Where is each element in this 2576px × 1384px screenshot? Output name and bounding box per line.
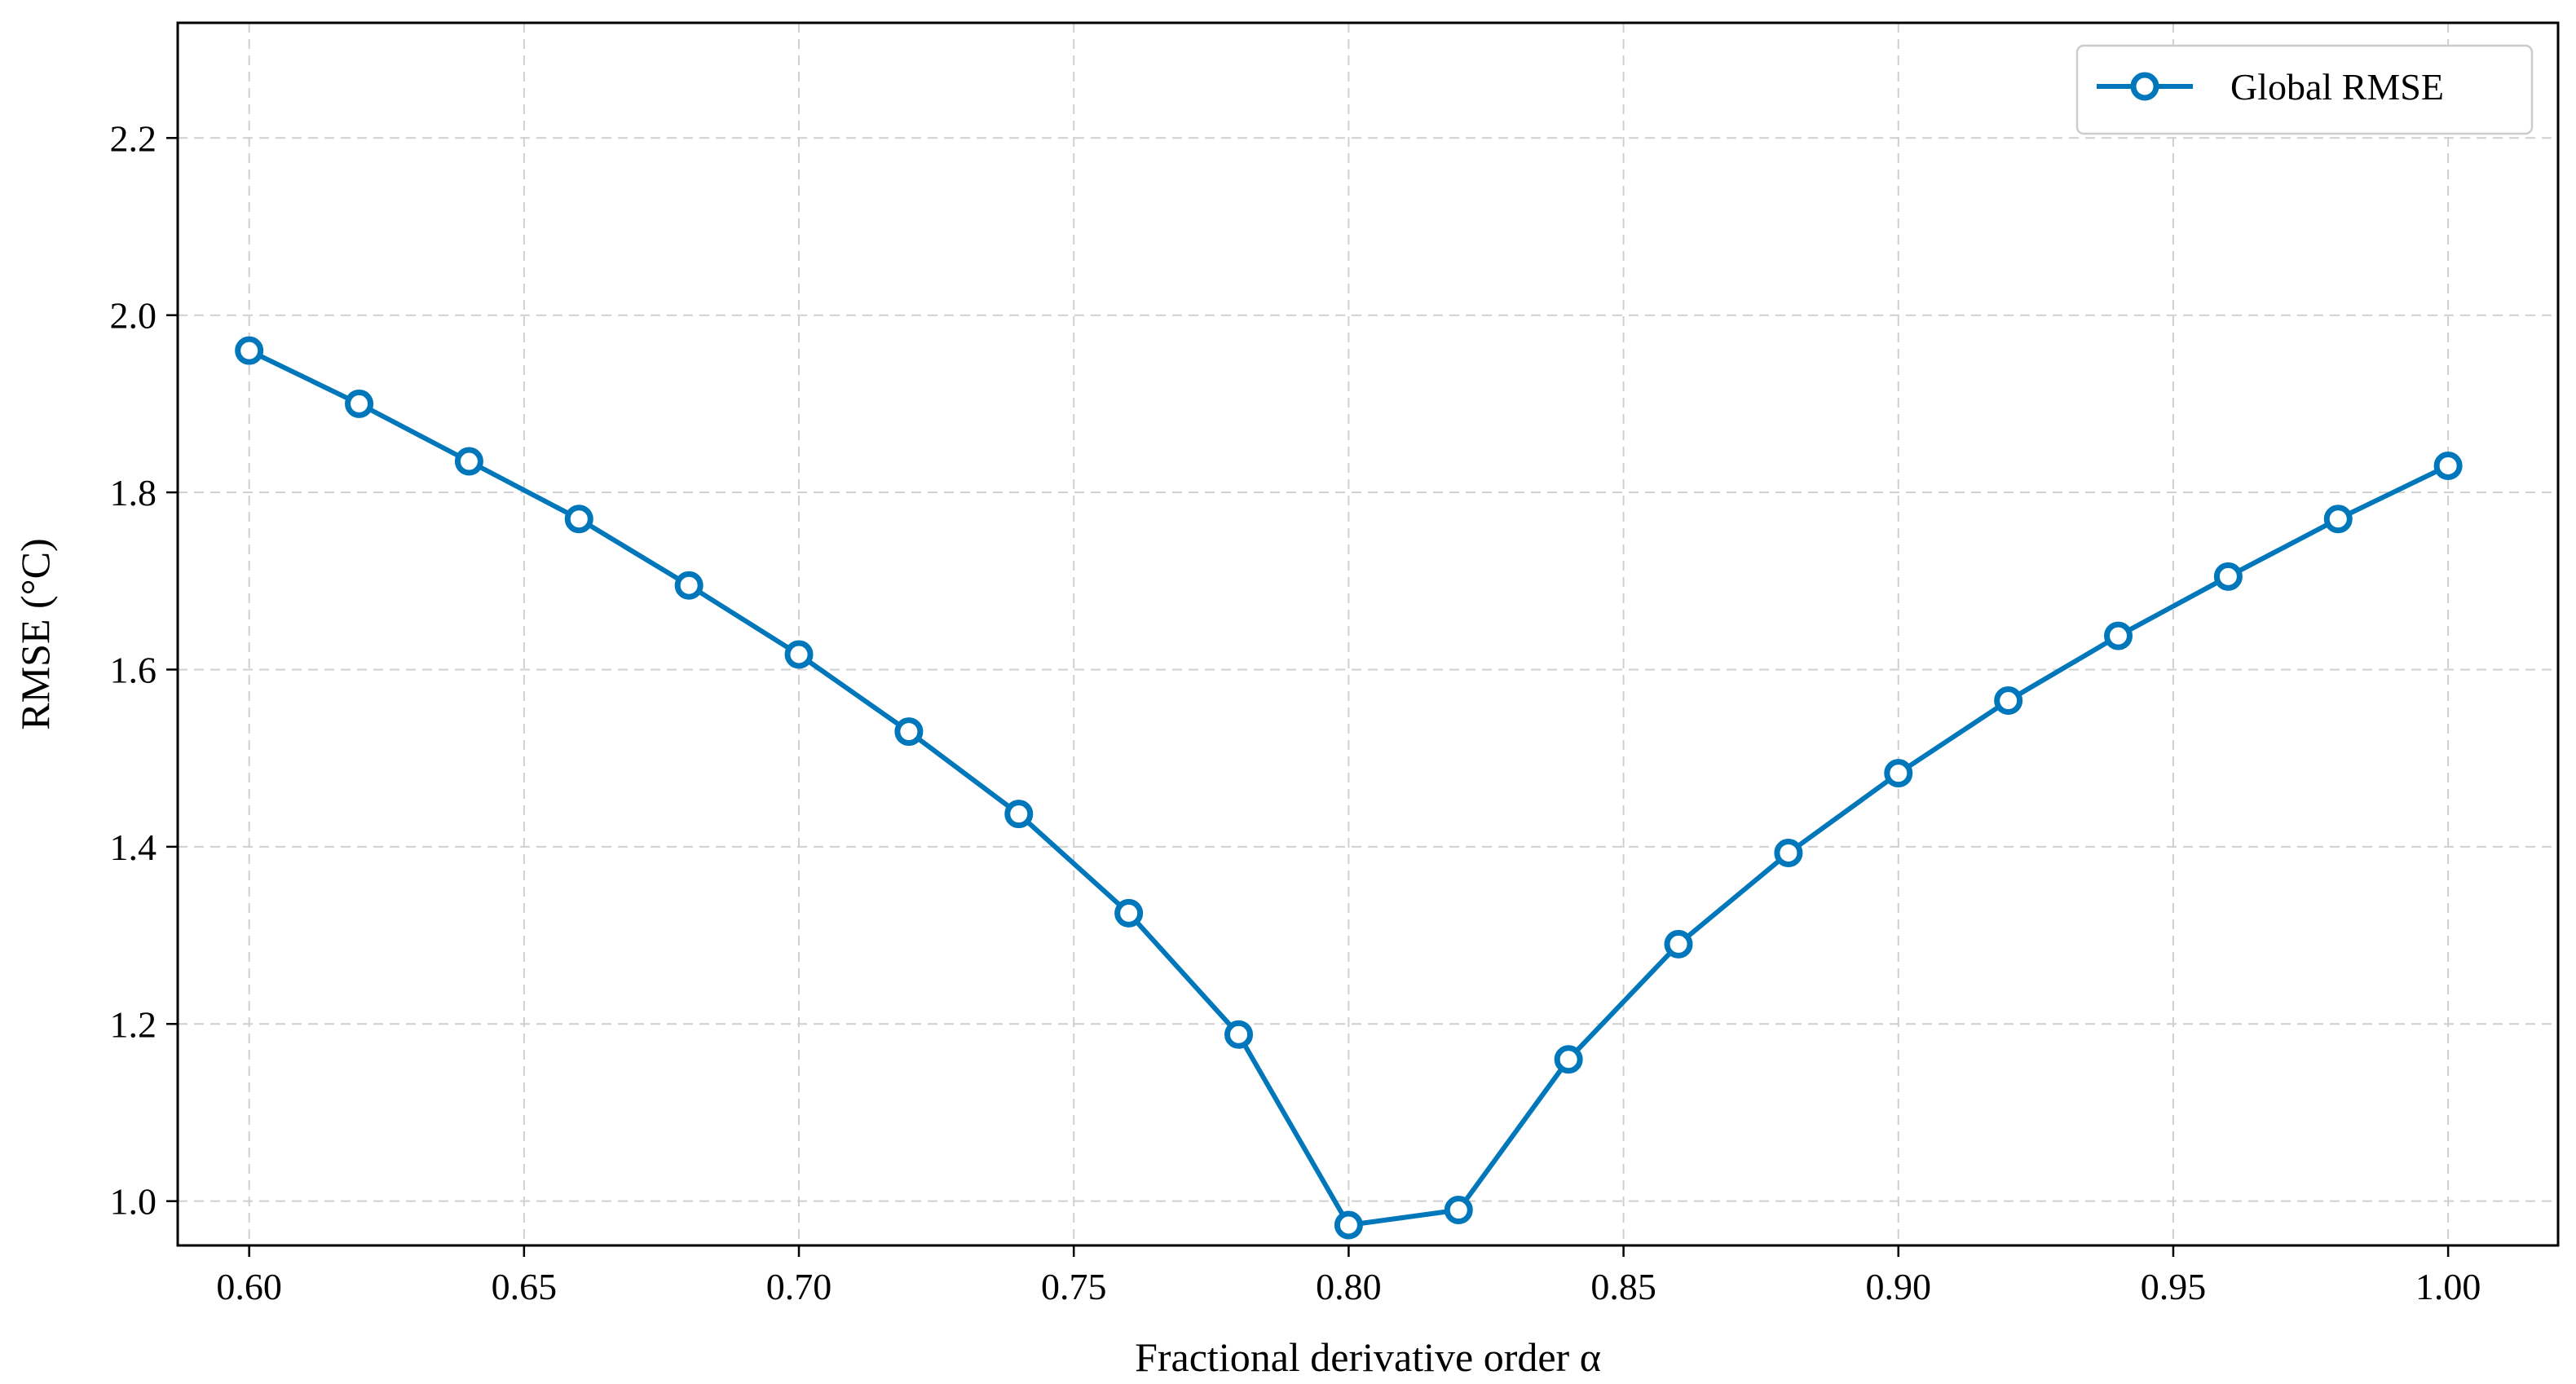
y-tick-label: 1.2	[110, 1003, 157, 1045]
y-axis-label: RMSE (°C)	[12, 538, 58, 729]
data-point	[1334, 1210, 1363, 1240]
legend: Global RMSE	[2075, 44, 2534, 135]
y-tick-label: 1.8	[110, 472, 157, 513]
data-point	[2433, 451, 2463, 480]
data-point	[1114, 898, 1144, 928]
x-tick-label: 0.65	[492, 1266, 558, 1307]
legend-entry-global-rmse: Global RMSE	[2230, 66, 2444, 108]
data-point	[1774, 838, 1803, 867]
data-point	[1664, 929, 1693, 959]
x-tick-label: 0.60	[216, 1266, 282, 1307]
legend-marker-swatch	[2130, 72, 2159, 101]
data-point	[2104, 621, 2133, 650]
data-point	[1554, 1045, 1583, 1074]
x-axis-label: Fractional derivative order α	[1135, 1334, 1601, 1380]
data-point	[1994, 686, 2023, 716]
data-point	[784, 640, 814, 669]
y-tick-label: 1.6	[110, 649, 157, 690]
x-tick-label: 1.00	[2415, 1266, 2481, 1307]
data-point	[1444, 1196, 1473, 1225]
data-point	[894, 717, 924, 747]
plot-frame	[176, 21, 2560, 1247]
data-point	[1884, 759, 1913, 788]
x-tick-label: 0.90	[1866, 1266, 1932, 1307]
ticks-layer: 0.60 0.65 0.70 0.75 0.80 0.85 0.90 0.95 1.00 1.0 1…	[110, 117, 2481, 1307]
data-point	[564, 505, 593, 534]
data-point	[1224, 1020, 1254, 1049]
y-tick-label: 2.0	[110, 295, 157, 337]
data-point	[1004, 800, 1034, 829]
data-point	[2323, 505, 2353, 534]
data-point	[454, 447, 483, 476]
grid-layer	[178, 23, 2558, 1245]
x-tick-label: 0.75	[1041, 1266, 1107, 1307]
legend-box	[2075, 44, 2534, 135]
data-point	[345, 389, 374, 418]
y-tick-label: 2.2	[110, 117, 157, 159]
y-tick-label: 1.4	[110, 826, 157, 868]
x-tick-label: 0.85	[1590, 1266, 1656, 1307]
series-layer	[235, 336, 2463, 1240]
x-tick-label: 0.95	[2141, 1266, 2207, 1307]
y-tick-label: 1.0	[110, 1181, 157, 1223]
data-point	[235, 336, 264, 365]
data-point	[2213, 562, 2243, 591]
data-point	[674, 571, 704, 600]
x-tick-label: 0.70	[766, 1266, 832, 1307]
x-tick-label: 0.80	[1316, 1266, 1382, 1307]
